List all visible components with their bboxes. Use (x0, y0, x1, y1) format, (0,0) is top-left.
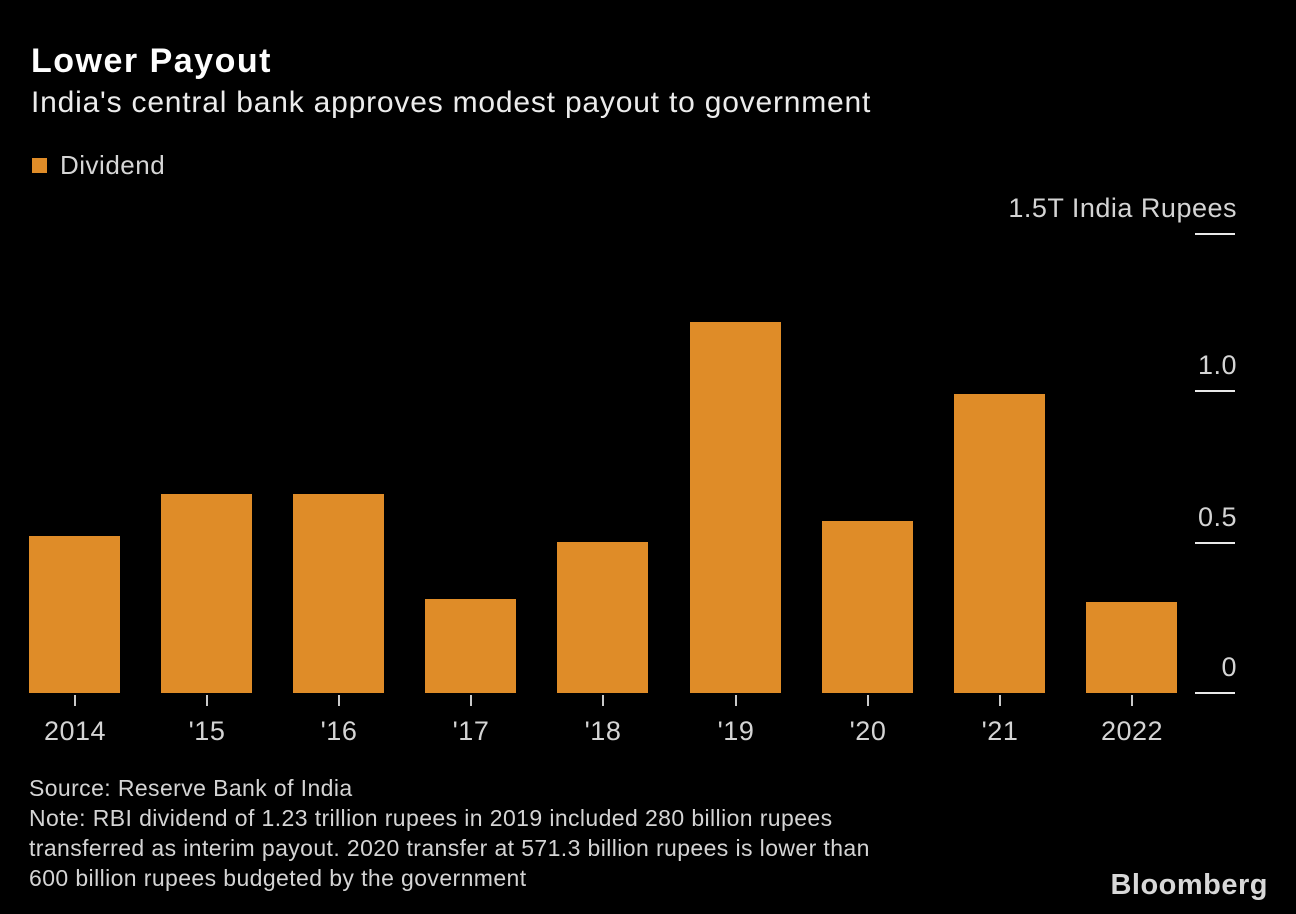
x-axis-tick (999, 695, 1001, 706)
source-line: Source: Reserve Bank of India (29, 775, 353, 801)
legend-label: Dividend (60, 150, 166, 180)
x-axis-tick (867, 695, 869, 706)
y-axis-tick (1195, 390, 1235, 392)
y-axis-unit-label: 1.5T India Rupees (1008, 193, 1237, 223)
footer: Source: Reserve Bank of India Note: RBI … (29, 773, 870, 893)
bar (690, 322, 781, 693)
bar (557, 542, 648, 693)
bar (954, 394, 1045, 693)
y-axis-label: 0.5 (1197, 502, 1237, 532)
chart-title: Lower Payout (31, 42, 272, 80)
x-axis-label: 2014 (43, 716, 107, 746)
bar (29, 536, 120, 693)
x-axis-tick (338, 695, 340, 706)
y-axis-tick (1195, 692, 1235, 694)
bar (293, 494, 384, 693)
note-line: transferred as interim payout. 2020 tran… (29, 835, 870, 861)
x-axis-label: '19 (717, 716, 755, 746)
x-axis-tick (735, 695, 737, 706)
bar (822, 521, 913, 693)
x-axis-label: '15 (188, 716, 226, 746)
x-axis-label: '20 (849, 716, 887, 746)
x-axis-tick (470, 695, 472, 706)
x-axis-label: '21 (981, 716, 1019, 746)
note-line: Note: RBI dividend of 1.23 trillion rupe… (29, 805, 833, 831)
y-axis-tick (1195, 233, 1235, 235)
y-axis-tick (1195, 542, 1235, 544)
bar (425, 599, 516, 693)
note-line: 600 billion rupees budgeted by the gover… (29, 865, 527, 891)
x-axis-tick (74, 695, 76, 706)
x-axis-tick (206, 695, 208, 706)
y-axis-label: 0 (1221, 652, 1237, 682)
bar (1086, 602, 1177, 693)
bar (161, 494, 252, 693)
x-axis-tick (602, 695, 604, 706)
legend-swatch-icon (32, 158, 47, 173)
bloomberg-logo: Bloomberg (1110, 869, 1268, 901)
y-axis-label: 1.0 (1197, 350, 1237, 380)
x-axis-label: '17 (452, 716, 490, 746)
x-axis-label: 2022 (1100, 716, 1164, 746)
x-axis-label: '18 (584, 716, 622, 746)
chart-subtitle: India's central bank approves modest pay… (31, 86, 872, 119)
x-axis-label: '16 (320, 716, 358, 746)
x-axis-tick (1131, 695, 1133, 706)
